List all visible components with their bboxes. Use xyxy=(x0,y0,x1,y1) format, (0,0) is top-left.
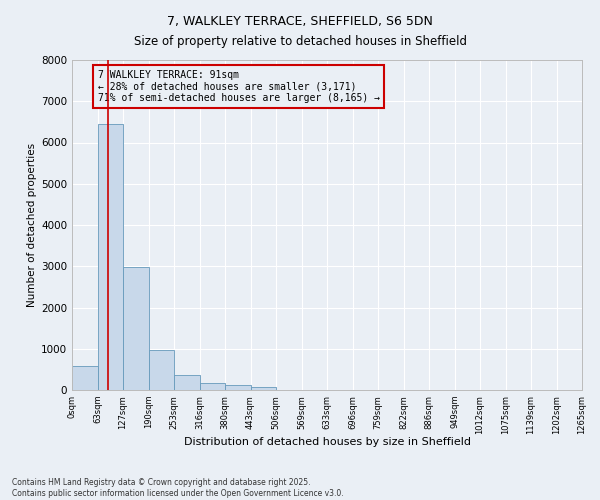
Bar xyxy=(97,124,123,390)
Text: 7 WALKLEY TERRACE: 91sqm
← 28% of detached houses are smaller (3,171)
71% of sem: 7 WALKLEY TERRACE: 91sqm ← 28% of detach… xyxy=(97,70,380,103)
Bar xyxy=(225,386,251,390)
Y-axis label: Number of detached properties: Number of detached properties xyxy=(27,143,37,307)
Bar xyxy=(72,366,97,390)
Text: Size of property relative to detached houses in Sheffield: Size of property relative to detached ho… xyxy=(133,35,467,48)
X-axis label: Distribution of detached houses by size in Sheffield: Distribution of detached houses by size … xyxy=(184,436,470,446)
Bar xyxy=(149,350,174,390)
Bar xyxy=(199,383,225,390)
Bar xyxy=(123,267,149,390)
Text: 7, WALKLEY TERRACE, SHEFFIELD, S6 5DN: 7, WALKLEY TERRACE, SHEFFIELD, S6 5DN xyxy=(167,15,433,28)
Text: Contains HM Land Registry data © Crown copyright and database right 2025.
Contai: Contains HM Land Registry data © Crown c… xyxy=(12,478,344,498)
Bar xyxy=(251,388,276,390)
Bar xyxy=(174,375,199,390)
